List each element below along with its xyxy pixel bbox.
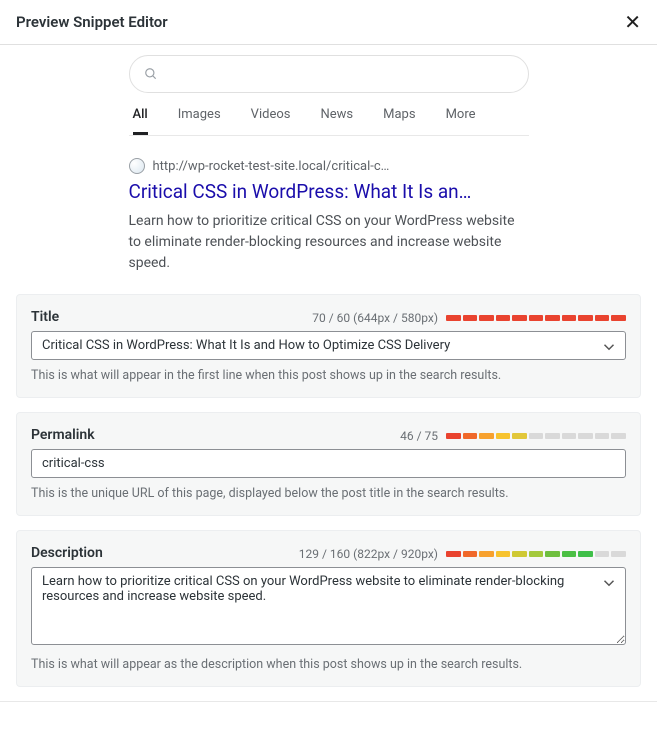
tab-images[interactable]: Images (178, 107, 221, 135)
close-icon[interactable]: ✕ (624, 12, 641, 32)
preview-description: Learn how to prioritize critical CSS on … (129, 211, 529, 274)
tab-maps[interactable]: Maps (383, 107, 415, 135)
description-meta: 129 / 160 (822px / 920px) (299, 547, 438, 561)
search-bar (129, 55, 529, 93)
permalink-hint: This is the unique URL of this page, dis… (31, 486, 626, 501)
permalink-meta: 46 / 75 (400, 429, 438, 443)
title-label: Title (31, 309, 59, 325)
title-input[interactable] (31, 331, 626, 360)
search-icon (144, 67, 158, 81)
tab-news[interactable]: News (320, 107, 353, 135)
google-preview: All Images Videos News Maps More http://… (0, 45, 657, 294)
globe-icon (129, 158, 145, 174)
description-lengthbar (446, 551, 626, 557)
footer-divider (0, 701, 657, 702)
tab-videos[interactable]: Videos (251, 107, 291, 135)
description-label: Description (31, 545, 103, 561)
title-meta: 70 / 60 (644px / 580px) (312, 311, 438, 325)
title-hint: This is what will appear in the first li… (31, 368, 626, 383)
description-hint: This is what will appear as the descript… (31, 657, 626, 672)
preview-title[interactable]: Critical CSS in WordPress: What It Is an… (129, 180, 529, 205)
title-lengthbar (446, 315, 626, 321)
modal-title: Preview Snippet Editor (16, 13, 168, 31)
description-panel: Description 129 / 160 (822px / 920px) Th… (16, 530, 641, 687)
description-input[interactable] (31, 567, 626, 645)
permalink-input[interactable] (31, 449, 626, 478)
permalink-label: Permalink (31, 427, 95, 443)
permalink-lengthbar (446, 433, 626, 439)
preview-url: http://wp-rocket-test-site.local/critica… (153, 159, 390, 174)
title-panel: Title 70 / 60 (644px / 580px) This is wh… (16, 294, 641, 398)
permalink-panel: Permalink 46 / 75 This is the unique URL… (16, 412, 641, 516)
preview-tabs: All Images Videos News Maps More (129, 101, 529, 136)
tab-all[interactable]: All (133, 107, 148, 135)
tab-more[interactable]: More (446, 107, 476, 135)
